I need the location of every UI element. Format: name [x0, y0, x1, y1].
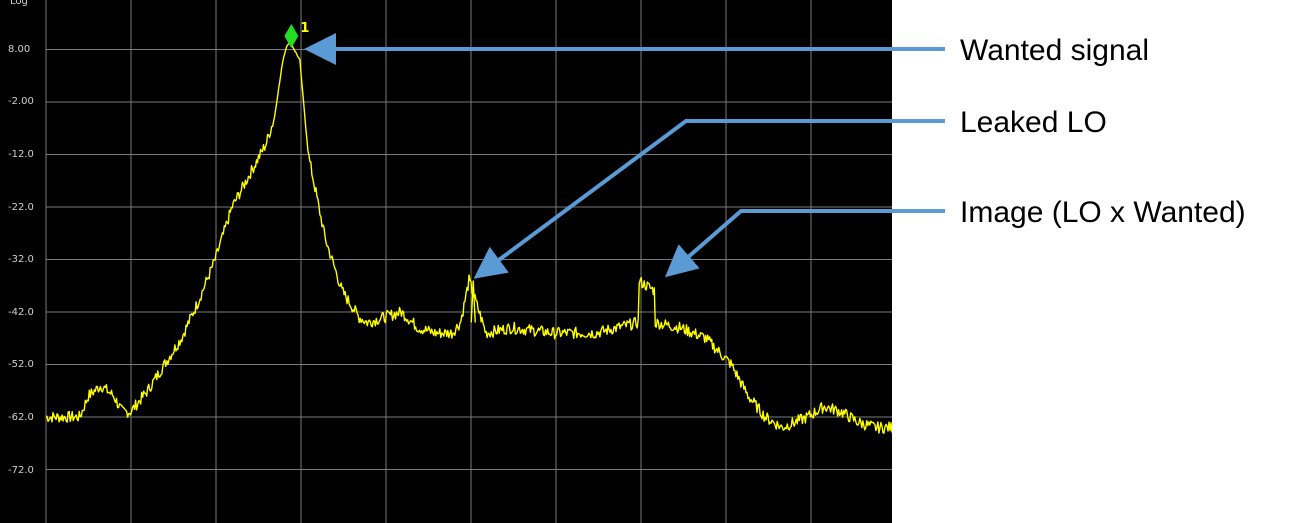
- image-arrow: [664, 209, 945, 278]
- spectrum-trace: [46, 43, 892, 434]
- lo-spur: [470, 280, 476, 323]
- plot-background: [0, 0, 892, 523]
- y-tick-label: -42.0: [8, 307, 34, 318]
- annotation-wanted-signal: Wanted signal: [960, 34, 1149, 67]
- annotation-leaked-lo: Leaked LO: [960, 106, 1107, 139]
- y-tick-label: 8.00: [8, 44, 30, 55]
- y-axis-label: Log: [10, 0, 28, 7]
- grid: [45, 0, 892, 523]
- y-tick-label: -72.0: [8, 465, 34, 476]
- y-tick-labels: 8.00 -2.00 -12.0 -22.0 -32.0 -42.0 -52.0…: [8, 44, 34, 476]
- y-tick-label: -22.0: [8, 202, 34, 213]
- y-tick-label: -62.0: [8, 412, 34, 423]
- marker-label: 1: [300, 21, 309, 36]
- marker-diamond-icon[interactable]: [284, 24, 299, 48]
- annotation-image: Image (LO x Wanted): [960, 196, 1246, 229]
- y-tick-label: -52.0: [8, 359, 34, 370]
- y-tick-label: -32.0: [8, 254, 34, 265]
- y-tick-label: -2.00: [8, 96, 34, 107]
- y-tick-label: -12.0: [8, 149, 34, 160]
- leaked-lo-arrow: [473, 119, 945, 279]
